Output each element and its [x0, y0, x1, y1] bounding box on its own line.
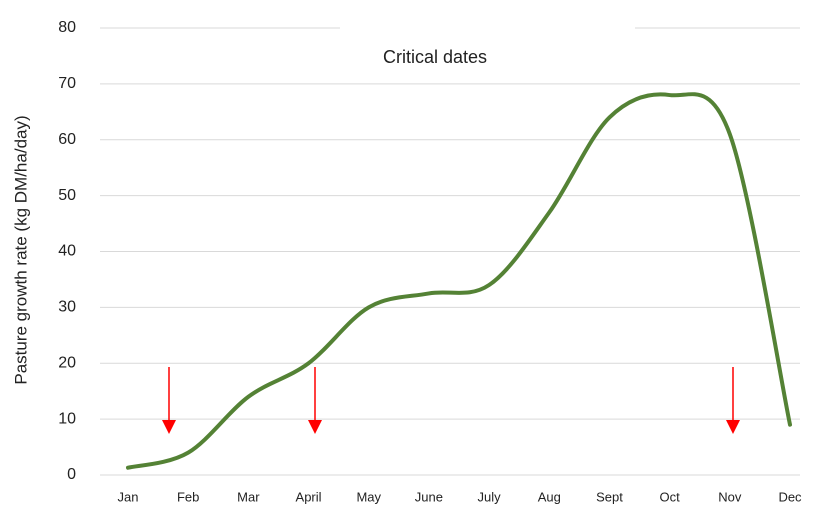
x-tick-label: Feb [177, 489, 199, 504]
x-tick-label: Aug [538, 489, 561, 504]
y-tick-label: 40 [58, 243, 76, 260]
y-tick-label: 80 [58, 19, 76, 36]
x-tick-label: Nov [718, 489, 742, 504]
x-tick-label: Jan [118, 489, 139, 504]
x-tick-label: Sept [596, 489, 623, 504]
arrows [162, 367, 740, 434]
y-tick-label: 10 [58, 410, 76, 427]
y-tick-label: 50 [58, 187, 76, 204]
x-tick-label: July [478, 489, 502, 504]
x-tick-label: June [415, 489, 443, 504]
y-tick-label: 70 [58, 75, 76, 92]
arrow-head [162, 420, 176, 434]
y-tick-label: 0 [67, 466, 76, 483]
annotation: Critical dates [383, 47, 487, 67]
arrow-head [308, 420, 322, 434]
y-axis-label: Pasture growth rate (kg DM/ha/day) [11, 115, 30, 384]
x-tick-label: April [296, 489, 322, 504]
x-tick-label: May [356, 489, 381, 504]
x-tick-label: Dec [778, 489, 802, 504]
arrow-head [726, 420, 740, 434]
x-tick-label: Oct [660, 489, 681, 504]
data-line [126, 92, 792, 470]
y-tick-label: 30 [58, 299, 76, 316]
annotation-background [340, 20, 635, 36]
x-tick-label: Mar [237, 489, 260, 504]
y-tick-label: 60 [58, 131, 76, 148]
y-tick-label: 20 [58, 354, 76, 371]
